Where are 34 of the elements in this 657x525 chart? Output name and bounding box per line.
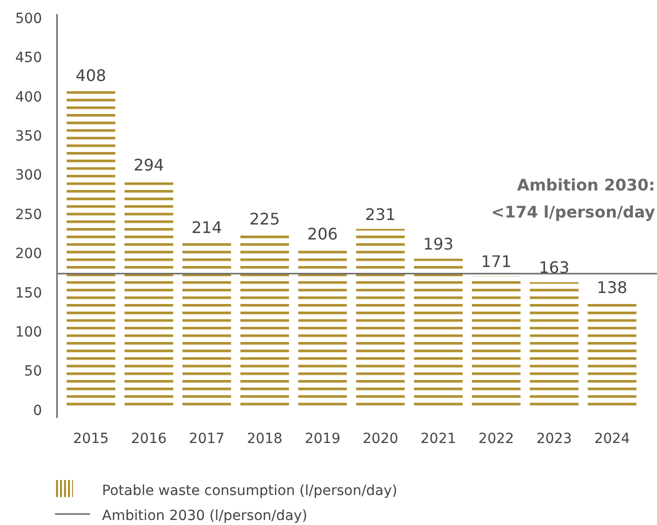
x-tick-label: 2022 [478, 431, 514, 447]
y-tick-label: 500 [15, 10, 42, 27]
y-tick-label: 0 [33, 402, 42, 419]
data-label: 294 [134, 156, 164, 175]
y-tick-label: 350 [15, 128, 42, 144]
data-label: 231 [365, 204, 396, 224]
y-tick-label: 50 [24, 364, 42, 380]
x-tick-label: 2017 [188, 431, 225, 447]
y-tick-label: 400 [15, 89, 42, 106]
y-tick-label: 150 [15, 285, 42, 302]
x-tick-label: 2020 [362, 431, 398, 447]
x-tick-label: 2019 [304, 431, 340, 447]
data-label: 225 [249, 210, 280, 229]
data-label: 171 [480, 252, 512, 271]
x-tick-label: 2015 [73, 431, 109, 447]
data-label: 193 [423, 234, 454, 254]
data-label: 138 [596, 278, 628, 297]
x-tick-label: 2018 [246, 431, 282, 447]
x-tick-label: 2021 [420, 431, 456, 447]
data-label: 214 [191, 218, 222, 238]
x-tick-label: 2023 [536, 431, 572, 447]
legend-label: Potable waste consumption (l/person/day) [102, 483, 398, 499]
y-tick-label: 250 [15, 206, 42, 223]
x-tick-label: 2016 [131, 431, 167, 447]
y-tick-label: 200 [15, 246, 42, 262]
data-label: 206 [307, 224, 338, 244]
text: Ambition 2030 (l/person/day) [102, 508, 308, 524]
x-tick-label: 2024 [594, 431, 630, 447]
y-tick-label: 100 [15, 324, 42, 340]
y-tick-label: 300 [15, 168, 42, 184]
y-tick-label: 450 [15, 50, 42, 66]
data-label: 163 [538, 258, 570, 278]
ref-line-label: Ambition 2030: <174 l/person/day [491, 176, 656, 222]
data-label: 408 [76, 66, 106, 86]
